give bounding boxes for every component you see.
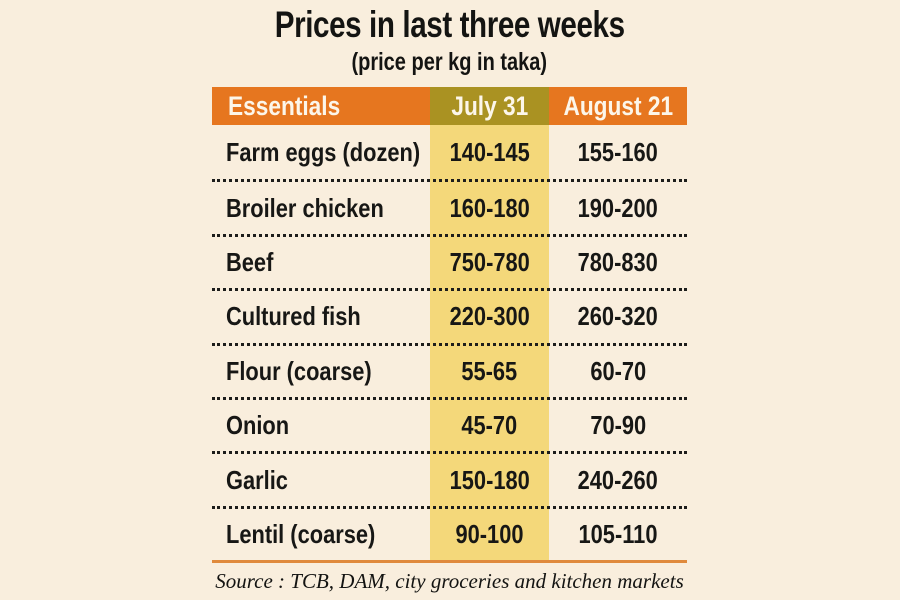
august21-cell: 190-200 <box>577 192 659 223</box>
july31-cell: 90-100 <box>455 518 524 549</box>
item-cell: Beef <box>226 246 274 277</box>
table-row: Flour (coarse) 55-65 60-70 <box>212 342 687 397</box>
august21-cell: 260-320 <box>577 301 659 332</box>
source-line: Source : TCB, DAM, city groceries and ki… <box>215 569 684 594</box>
price-table-body: Farm eggs (dozen) 140-145 155-160 Broiler c… <box>212 125 687 561</box>
august21-cell: 155-160 <box>577 136 659 167</box>
july31-cell: 160-180 <box>449 192 530 223</box>
price-table: Essentials July 31 August 21 Farm eggs (… <box>212 87 687 594</box>
header-essentials: Essentials <box>228 90 341 121</box>
august21-cell: 105-110 <box>578 518 658 549</box>
item-cell: Lentil (coarse) <box>226 518 376 549</box>
item-cell: Onion <box>226 410 290 441</box>
july31-cell: 140-145 <box>449 136 530 167</box>
item-cell: Farm eggs (dozen) <box>226 136 421 167</box>
august21-cell: 70-90 <box>590 410 646 441</box>
item-cell: Broiler chicken <box>226 192 384 223</box>
july31-cell: 45-70 <box>461 410 518 441</box>
table-row: Lentil (coarse) 90-100 105-110 <box>212 505 687 560</box>
bottom-rule <box>212 560 687 564</box>
august21-cell: 60-70 <box>590 355 646 386</box>
table-row: Cultured fish 220-300 260-320 <box>212 288 687 342</box>
item-cell: Garlic <box>226 464 288 495</box>
july31-cell: 55-65 <box>461 355 518 386</box>
table-row: Beef 750-780 780-830 <box>212 233 687 288</box>
page-title-text: Prices in last three weeks <box>274 4 625 45</box>
price-table-header: Essentials July 31 August 21 <box>212 87 687 125</box>
table-row: Farm eggs (dozen) 140-145 155-160 <box>212 125 687 179</box>
table-row: Broiler chicken 160-180 190-200 <box>212 179 687 233</box>
header-august21: August 21 <box>563 90 673 121</box>
july31-cell: 220-300 <box>449 301 530 332</box>
page-subtitle: (price per kg in taka) <box>212 47 687 77</box>
item-cell: Cultured fish <box>226 301 361 332</box>
july31-cell: 150-180 <box>449 464 530 495</box>
page-subtitle-text: (price per kg in taka) <box>351 47 548 76</box>
title-block: Prices in last three weeks (price per kg… <box>212 4 687 76</box>
july31-cell: 750-780 <box>449 246 530 277</box>
table-row: Onion 45-70 70-90 <box>212 396 687 451</box>
august21-cell: 780-830 <box>577 246 659 277</box>
august21-cell: 240-260 <box>577 464 659 495</box>
header-july31: July 31 <box>430 87 549 125</box>
table-row: Garlic 150-180 240-260 <box>212 451 687 505</box>
item-cell: Flour (coarse) <box>226 355 372 386</box>
page-title: Prices in last three weeks <box>212 4 687 47</box>
